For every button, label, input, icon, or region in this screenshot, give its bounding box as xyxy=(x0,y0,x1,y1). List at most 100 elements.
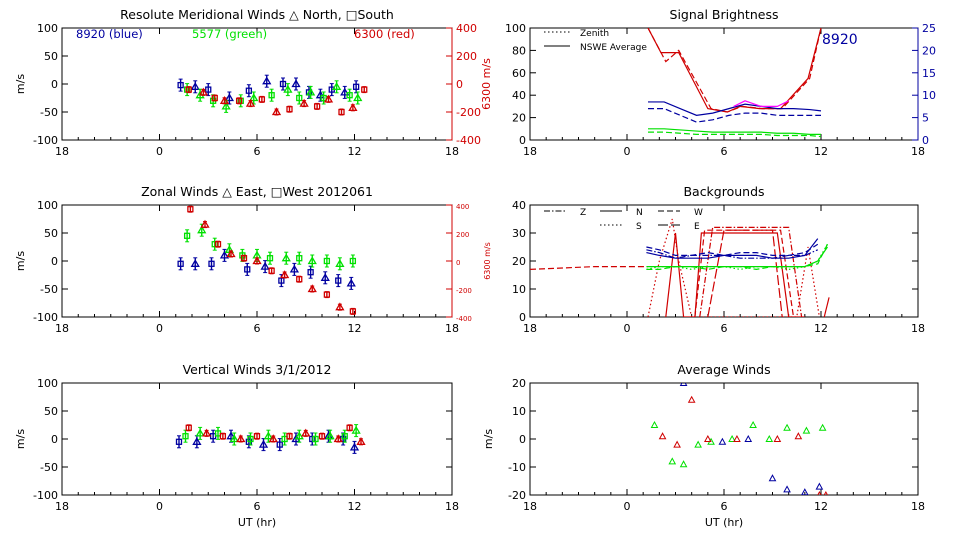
data-point xyxy=(236,434,246,443)
x-tick-label: 0 xyxy=(156,322,163,335)
chart-title: Vertical Winds 3/1/2012 xyxy=(183,362,332,377)
y-tick-label: 20 xyxy=(512,255,526,268)
data-layer xyxy=(177,74,368,116)
x-tick-label: 18 xyxy=(911,322,925,335)
x-tick-label: 0 xyxy=(156,145,163,158)
data-point xyxy=(318,433,326,440)
data-point xyxy=(325,431,335,440)
data-point xyxy=(361,86,368,93)
y-tick-label: 0 xyxy=(519,433,526,446)
y-tick-label: 50 xyxy=(44,405,58,418)
y-axis-label: m/s xyxy=(14,251,27,271)
series-line xyxy=(530,266,649,270)
data-point xyxy=(307,284,317,293)
x-tick-label: 18 xyxy=(55,500,69,513)
y-tick-label: 50 xyxy=(44,50,58,63)
data-point xyxy=(815,482,824,490)
data-point xyxy=(268,267,275,274)
data-point xyxy=(315,90,326,99)
series-line xyxy=(733,100,789,108)
data-point xyxy=(346,278,356,287)
data-point xyxy=(718,437,727,445)
data-point xyxy=(201,428,212,437)
data-layer xyxy=(647,28,822,138)
y-tick-label: 100 xyxy=(37,199,58,212)
plot-frame xyxy=(61,27,453,141)
x-tick-label: 18 xyxy=(55,322,69,335)
y-tick-label: 20 xyxy=(512,377,526,390)
data-point xyxy=(263,431,274,440)
data-point xyxy=(356,437,366,445)
y-right-tick-label: -400 xyxy=(456,315,472,323)
data-point xyxy=(219,250,230,259)
y-tick-label: 40 xyxy=(512,199,526,212)
plot-frame xyxy=(529,204,919,318)
y-tick-label: 0 xyxy=(51,433,58,446)
data-point xyxy=(291,79,301,88)
y-right-tick-label: 400 xyxy=(456,22,477,35)
data-point xyxy=(219,96,230,104)
chart-title-part: East, xyxy=(232,184,271,199)
legend-label: N xyxy=(636,208,643,218)
y-tick-label: 20 xyxy=(512,112,526,125)
data-point xyxy=(348,103,358,111)
data-point xyxy=(349,442,360,451)
chart-meridional: Resolute Meridional Winds △ North, □Sout… xyxy=(14,7,493,158)
data-point xyxy=(214,241,222,248)
x-tick-label: 18 xyxy=(445,500,459,513)
data-layer xyxy=(177,205,357,315)
y-tick-label: -100 xyxy=(33,134,58,147)
x-tick-label: 18 xyxy=(911,500,925,513)
data-point xyxy=(286,433,293,440)
chart-title-part: Zonal Winds xyxy=(141,184,222,199)
data-point xyxy=(679,383,688,386)
y-right-tick-label: 0 xyxy=(456,259,460,267)
y-tick-label: 40 xyxy=(512,89,526,102)
data-point xyxy=(175,438,183,445)
data-point xyxy=(192,437,202,445)
y-tick-label: 100 xyxy=(37,22,58,35)
data-point xyxy=(271,107,282,116)
data-point xyxy=(195,428,205,437)
x-tick-label: 6 xyxy=(254,145,261,158)
data-point xyxy=(679,460,688,468)
x-tick-label: 12 xyxy=(814,322,828,335)
y-tick-label: 10 xyxy=(512,283,526,296)
data-point xyxy=(249,93,259,102)
data-point xyxy=(694,440,702,448)
x-tick-label: 18 xyxy=(55,145,69,158)
data-point xyxy=(253,433,261,440)
data-point xyxy=(197,225,207,234)
data-point xyxy=(279,270,290,279)
y-right-tick-label: 200 xyxy=(456,50,477,63)
data-point xyxy=(794,432,803,440)
series-line xyxy=(707,229,783,317)
data-point xyxy=(320,273,330,281)
data-point xyxy=(331,82,342,90)
series-line xyxy=(647,28,822,113)
data-point xyxy=(211,241,218,248)
y-right-axis-label: 6300 m/s xyxy=(480,58,493,110)
x-tick-label: 18 xyxy=(523,145,537,158)
legend-label: 8920 (blue) xyxy=(76,27,143,41)
chart-zonal: Zonal Winds △ East, □West 2012061 18 0 6 12 1… xyxy=(14,184,492,335)
chart-title-part: □ xyxy=(346,7,358,22)
x-tick-label: 18 xyxy=(523,322,537,335)
data-point xyxy=(268,434,278,443)
y-tick-label: 0 xyxy=(519,311,526,324)
data-point xyxy=(296,94,303,102)
data-point xyxy=(221,101,231,110)
series-line xyxy=(646,243,828,271)
y-right-tick-label: 0 xyxy=(922,134,929,147)
y-tick-label: 60 xyxy=(512,67,526,80)
data-point xyxy=(226,249,236,258)
data-point xyxy=(307,256,317,265)
data-point xyxy=(340,87,350,96)
plot-frame xyxy=(529,382,919,496)
chart-title-part: Vertical Winds 3/1/2012 xyxy=(183,362,332,377)
y-tick-label: 0 xyxy=(519,134,526,147)
y-right-tick-label: 5 xyxy=(922,112,929,125)
data-point xyxy=(208,260,215,267)
data-point xyxy=(668,457,677,465)
